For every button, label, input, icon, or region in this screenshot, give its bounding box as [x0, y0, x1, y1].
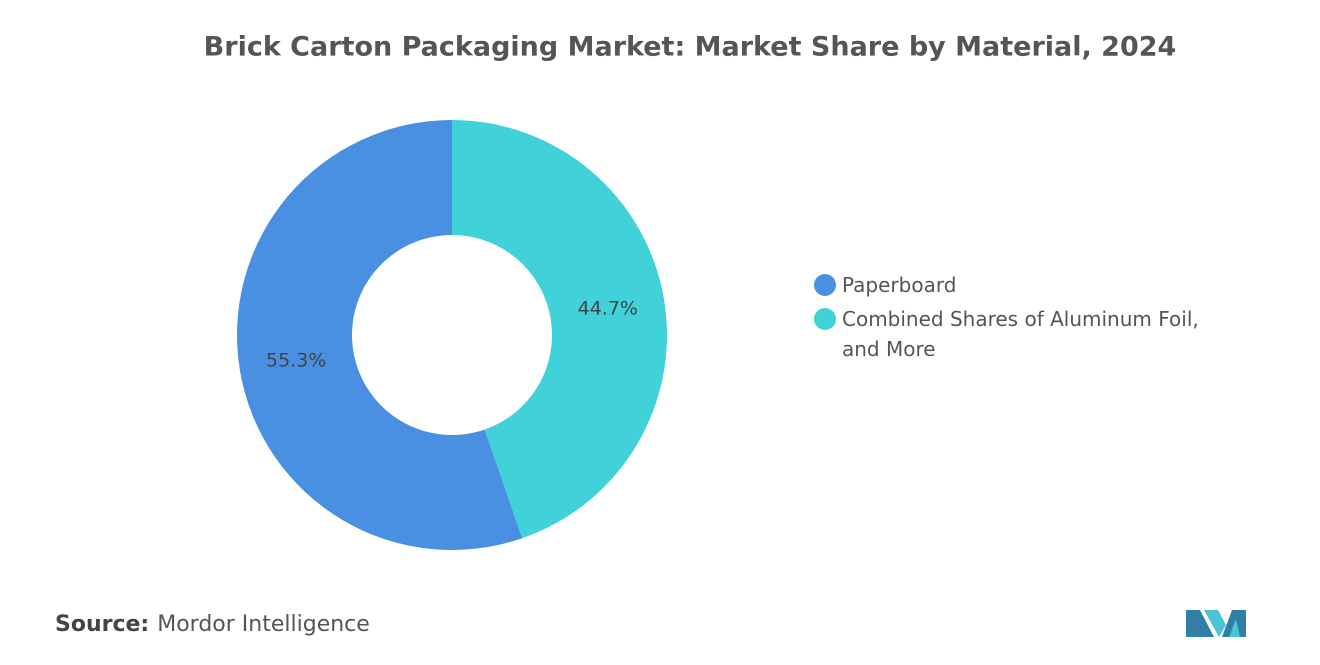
legend-item: Combined Shares of Aluminum Foil, and Mo…	[812, 304, 1242, 364]
legend-swatch	[814, 274, 836, 296]
legend-label: Paperboard	[842, 273, 957, 297]
legend-swatch	[814, 308, 836, 330]
legend-item: Paperboard	[812, 270, 1242, 300]
source: Source: Mordor Intelligence	[55, 612, 370, 637]
slice	[452, 120, 667, 539]
data-label: 55.3%	[266, 350, 326, 372]
chart-title: Brick Carton Packaging Market: Market Sh…	[204, 32, 1177, 63]
logo	[1186, 610, 1246, 637]
legend: Paperboard Combined Shares of Aluminum Fo…	[812, 270, 1242, 368]
slice	[236, 120, 523, 551]
source-text: Mordor Intelligence	[157, 612, 370, 637]
source-label: Source:	[55, 612, 150, 637]
legend-label: Combined Shares of Aluminum Foil, and Mo…	[842, 307, 1199, 361]
data-label: 44.7%	[578, 297, 638, 319]
